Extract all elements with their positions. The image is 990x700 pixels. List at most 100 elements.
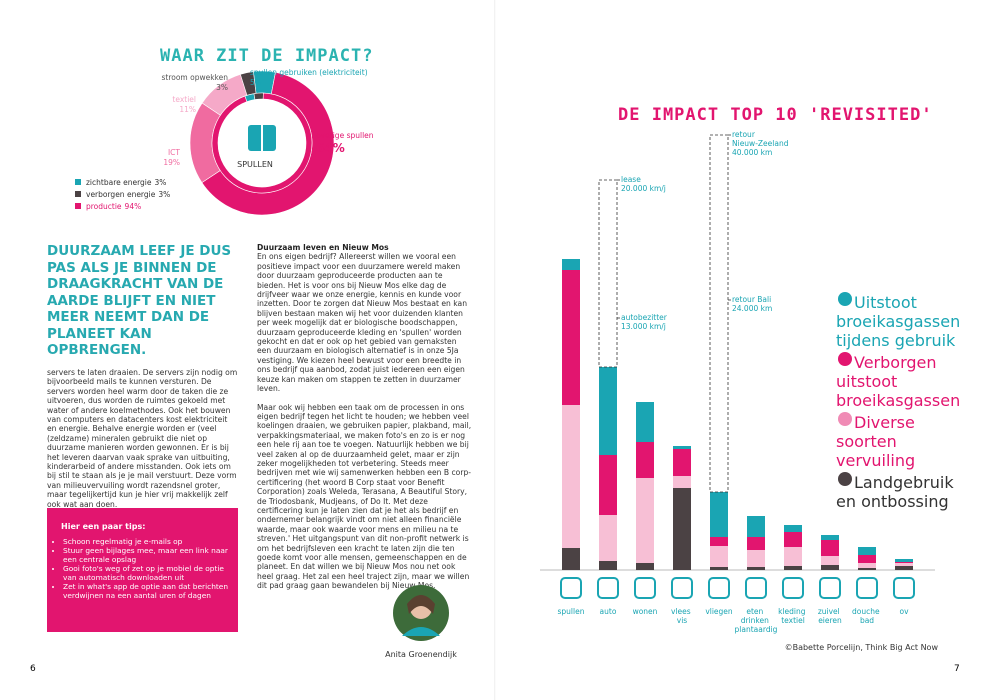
category-icon <box>597 577 619 599</box>
segment-name: textiel <box>172 95 196 104</box>
bar-segment <box>821 535 839 540</box>
legend-name: verborgen energie <box>86 190 156 199</box>
legend-icon <box>838 352 852 366</box>
category-icon <box>634 577 656 599</box>
bar-segment <box>636 442 654 478</box>
segment-name: overige spullen <box>316 131 374 140</box>
legend-name: zichtbare energie <box>86 178 152 187</box>
bar-segment <box>858 555 876 563</box>
segment-value: 19% <box>163 158 180 167</box>
fold <box>494 0 496 700</box>
legend-swatch <box>75 179 81 185</box>
center-label: SPULLEN <box>237 160 273 169</box>
column-heading: Duurzaam leven en Nieuw Mos <box>257 243 389 252</box>
annotation-label: 20.000 km/j <box>621 184 666 193</box>
bar-segment <box>747 516 765 537</box>
bar-segment <box>710 546 728 567</box>
annotation-label: retour <box>732 130 756 139</box>
bar-segment <box>673 476 691 488</box>
segment-label: overige spullen <box>316 131 374 140</box>
segment-value: 11% <box>179 105 196 114</box>
category-icon <box>560 577 582 599</box>
category-icon <box>856 577 878 599</box>
category-label: wonen <box>633 607 658 616</box>
tip: Gooi foto's weg of zet op je mobiel de o… <box>63 564 238 582</box>
bar-segment <box>710 567 728 570</box>
legend-label: Diverse soorten vervuiling <box>836 413 916 470</box>
bar-segment <box>599 515 617 561</box>
dashed-extension <box>598 179 618 368</box>
bar-segment <box>747 537 765 550</box>
legend-swatch <box>838 412 852 426</box>
bar-segment <box>858 563 876 568</box>
category-label: ov <box>899 607 909 616</box>
column-middle: Duurzaam leven en Nieuw Mos En ons eigen… <box>257 243 473 591</box>
bar-segment <box>562 548 580 570</box>
legend-item: Uitstoot broeikasgassen tijdens gebruik <box>836 290 960 350</box>
legend-item: Verborgen uitstoot broeikasgassen <box>836 350 960 410</box>
category-icon <box>708 577 730 599</box>
annotation-label: 24.000 km <box>732 304 772 313</box>
bar-segment <box>599 455 617 515</box>
category-label: douche bad <box>852 607 882 625</box>
category-icon <box>671 577 693 599</box>
paragraph: En ons eigen bedrijf? Allereerst willen … <box>257 252 468 394</box>
bar-segment <box>747 550 765 567</box>
donut-chart: SPULLEN spullen gebruiken (elektriciteit)… <box>75 68 374 216</box>
category-label: kleding textiel <box>778 607 808 625</box>
tip: Zet in what's app de optie aan dat beric… <box>63 582 238 600</box>
category-label: eten drinken plantaardig <box>735 607 778 634</box>
bar-segment <box>784 547 802 566</box>
tip: Stuur geen bijlages mee, maar een link n… <box>63 546 238 564</box>
bar-segment <box>747 567 765 570</box>
segment-name: spullen gebruiken (elektriciteit) <box>250 68 368 77</box>
page-number: 6 <box>30 664 36 674</box>
author-name: Anita Groenendijk <box>385 650 457 659</box>
legend-swatch <box>75 203 81 209</box>
bar-title: DE IMPACT TOP 10 'REVISITED' <box>618 105 933 125</box>
bar-segment <box>821 556 839 565</box>
legend-icon <box>838 292 852 306</box>
bar-segment <box>895 563 913 566</box>
category-label: vliegen <box>705 607 733 616</box>
bar-segment <box>710 537 728 546</box>
bar-segment <box>599 367 617 455</box>
dashed-extension <box>709 134 729 493</box>
legend-label: Landgebruik en ontbossing <box>836 473 954 511</box>
category-icon <box>819 577 841 599</box>
bar-segment <box>636 478 654 563</box>
category-icon <box>782 577 804 599</box>
legend-name: productie <box>86 202 122 211</box>
bar-segment <box>636 402 654 442</box>
legend-swatch <box>75 191 81 197</box>
headline: DUURZAAM LEEF JE DUS PAS ALS JE BINNEN D… <box>47 243 232 358</box>
column-left: servers te laten draaien. De servers zij… <box>47 368 238 509</box>
bar-segment <box>858 568 876 570</box>
category-icon <box>745 577 767 599</box>
bar-segment <box>858 547 876 555</box>
legend-value: 94% <box>125 202 142 211</box>
segment-name: ICT <box>168 148 180 157</box>
paragraph: Maar ook wij hebben een taak om de proce… <box>257 402 472 591</box>
bar-segment <box>821 565 839 570</box>
tips-box: Hier een paar tips: Schoon regelmatig je… <box>47 508 238 632</box>
bar-segment <box>821 540 839 556</box>
segment-value: 5% <box>250 78 262 87</box>
legend-label: zichtbare energie 3% <box>86 178 166 187</box>
legend: Uitstoot broeikasgassen tijdens gebruik V… <box>836 290 960 511</box>
annotation-label: lease <box>621 175 641 184</box>
annotation-label: Nieuw-Zeeland <box>732 139 789 148</box>
segment-label: ICT <box>168 148 180 157</box>
annotation-label: retour Bali <box>732 295 771 304</box>
legend-swatch <box>838 292 852 306</box>
legend-item: Diverse soorten vervuiling <box>836 410 956 470</box>
legend-icon <box>838 412 852 426</box>
annotation-label: autobezitter <box>621 313 668 322</box>
bar-segment <box>895 562 913 563</box>
bar-segment <box>599 561 617 570</box>
segment-label: textiel <box>172 95 196 104</box>
bar-segment <box>895 559 913 562</box>
